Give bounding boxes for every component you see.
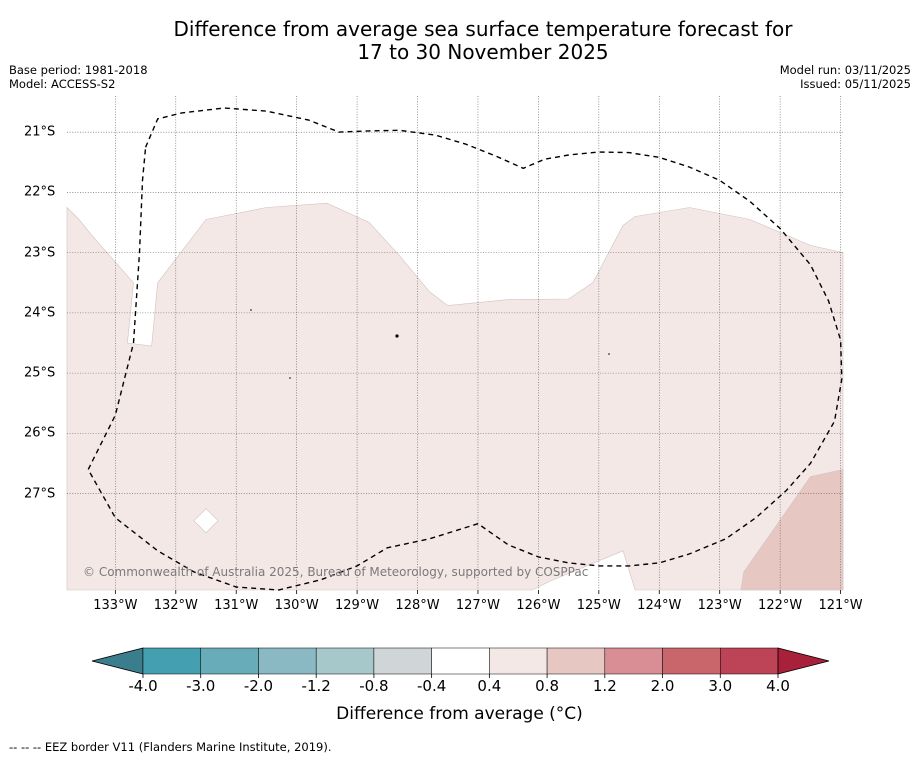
colorbar-extend-low — [91, 647, 144, 675]
longitude-label: 121°W — [818, 598, 863, 613]
issued-date: Issued: 05/11/2025 — [800, 77, 911, 91]
colorbar-tick-label: -1.2 — [301, 677, 331, 695]
island-marker — [250, 309, 252, 311]
longitude-label: 131°W — [214, 598, 259, 613]
model-run: Model run: 03/11/2025 — [779, 63, 911, 77]
anomaly-region — [66, 202, 844, 591]
colorbar-segment — [258, 647, 317, 675]
colorbar-tick-label: 1.2 — [592, 677, 617, 695]
latitude-label: 24°S — [24, 305, 56, 321]
longitude-label: 125°W — [576, 598, 621, 613]
colorbar-extend-high — [777, 647, 830, 675]
anomaly-region — [740, 469, 844, 591]
latitude-label: 25°S — [24, 365, 56, 381]
latitude-label: 21°S — [24, 124, 56, 140]
colorbar-segment — [315, 647, 375, 675]
latitude-label: 23°S — [24, 245, 56, 261]
colorbar-segment — [662, 647, 721, 675]
longitude-label: 130°W — [274, 598, 319, 613]
colorbar-tick-label: 0.4 — [477, 677, 502, 695]
colorbar-tick-label: 4.0 — [766, 677, 790, 695]
colorbar-tick-label: 0.8 — [535, 677, 560, 695]
longitude-label: 124°W — [637, 598, 682, 613]
longitude-label: 132°W — [153, 598, 198, 613]
meta-left: Base period: 1981-2018 Model: ACCESS-S2 — [9, 63, 148, 91]
island-marker — [289, 377, 291, 379]
meta-right: Model run: 03/11/2025 Issued: 05/11/2025 — [780, 63, 911, 91]
latitude-label: 27°S — [24, 486, 56, 502]
latitude-label: 26°S — [24, 425, 56, 441]
colorbar-tick-label: -0.4 — [416, 677, 447, 695]
colorbar-segment — [489, 647, 548, 675]
neutral-patch — [193, 508, 219, 534]
island-marker — [608, 353, 610, 355]
colorbar-segment — [604, 647, 663, 675]
sst-anomaly-map — [66, 96, 844, 594]
longitude-label: 123°W — [697, 598, 742, 613]
page-title: Difference from average sea surface temp… — [0, 18, 919, 64]
colorbar-tick-label: 3.0 — [708, 677, 733, 695]
colorbar-segment — [431, 647, 490, 675]
colorbar-segment — [720, 647, 779, 675]
colorbar-segment — [546, 647, 606, 675]
colorbar-tick-label: -4.0 — [128, 677, 158, 695]
colorbar-segment — [142, 647, 201, 675]
latitude-label: 22°S — [24, 184, 56, 200]
longitude-label: 129°W — [334, 598, 380, 613]
longitude-label: 133°W — [93, 598, 138, 613]
title-line-2: 17 to 30 November 2025 — [357, 40, 609, 64]
eez-border — [87, 107, 843, 591]
copyright-notice: © Commonwealth of Australia 2025, Bureau… — [83, 565, 589, 579]
colorbar-tick-label: -3.0 — [186, 677, 216, 695]
longitude-label: 122°W — [758, 598, 803, 613]
colorbar-tick-label: 2.0 — [650, 677, 675, 695]
colorbar-tick-label: -2.0 — [243, 677, 274, 695]
model-name: Model: ACCESS-S2 — [9, 77, 116, 91]
eez-legend: -- -- -- EEZ border V11 (Flanders Marine… — [9, 740, 332, 754]
island-marker — [395, 334, 399, 338]
colorbar-segment — [373, 647, 432, 675]
colorbar-segment — [200, 647, 259, 675]
title-line-1: Difference from average sea surface temp… — [173, 17, 793, 41]
base-period: Base period: 1981-2018 — [9, 63, 148, 77]
longitude-label: 126°W — [516, 598, 561, 613]
longitude-label: 128°W — [395, 598, 440, 613]
colorbar-label: Difference from average (°C) — [336, 704, 583, 724]
colorbar-tick-label: -0.8 — [359, 677, 389, 695]
longitude-label: 127°W — [455, 598, 501, 613]
